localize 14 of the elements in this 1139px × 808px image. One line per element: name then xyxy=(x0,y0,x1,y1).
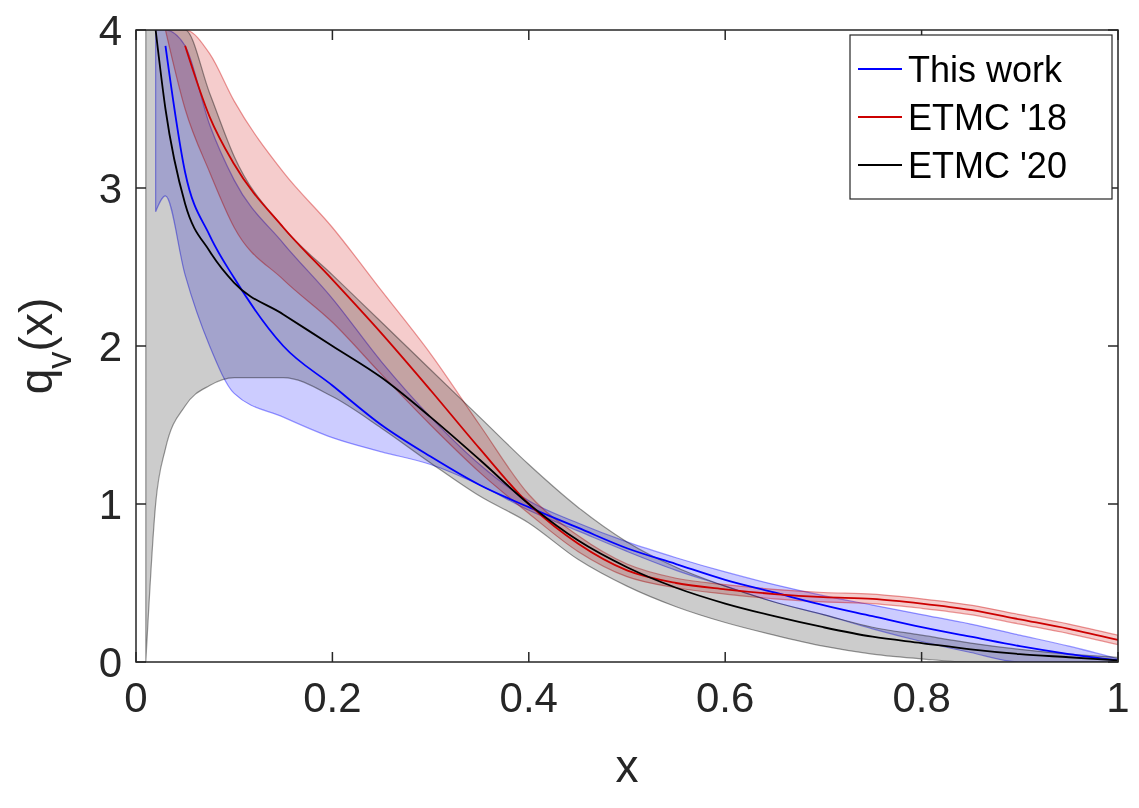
x-tick-label: 0.4 xyxy=(499,674,558,721)
y-tick-label: 2 xyxy=(98,323,122,370)
legend-label: ETMC '20 xyxy=(908,145,1067,186)
legend-label: ETMC '18 xyxy=(908,97,1067,138)
y-tick-label: 3 xyxy=(98,165,122,212)
x-tick-label: 0.6 xyxy=(696,674,755,721)
y-tick-label: 1 xyxy=(98,481,122,528)
x-tick-label: 1 xyxy=(1106,674,1130,721)
x-tick-label: 0.2 xyxy=(303,674,362,721)
y-tick-label: 4 xyxy=(98,7,122,54)
x-axis-title: x xyxy=(615,740,639,792)
x-tick-label: 0.8 xyxy=(892,674,951,721)
legend-label: This work xyxy=(908,49,1064,90)
y-tick-label: 0 xyxy=(98,639,122,686)
